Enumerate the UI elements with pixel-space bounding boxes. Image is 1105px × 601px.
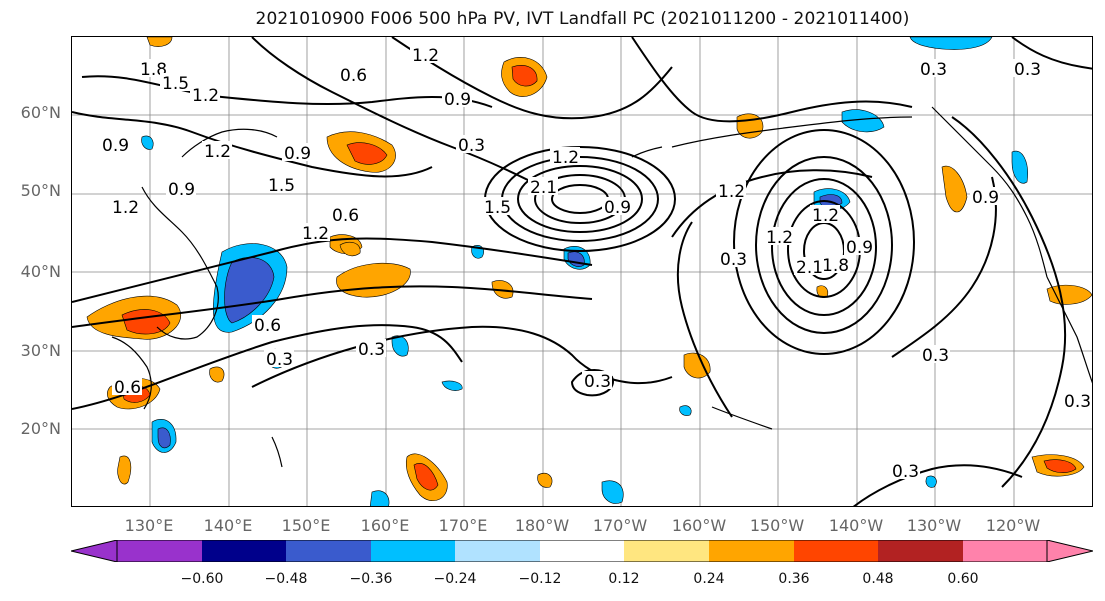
lon-label-130e: 130°E: [124, 516, 174, 535]
colorbar-max-arrow: [1046, 540, 1093, 562]
contour-label: 0.3: [1064, 392, 1091, 412]
contour-label: 1.5: [162, 74, 189, 94]
lon-label-150e: 150°E: [281, 516, 331, 535]
contour-label: 1.5: [484, 198, 511, 218]
contour-label: 0.9: [444, 90, 471, 110]
lon-label-170w: 170°W: [592, 516, 648, 535]
colorbar-tick: 0.48: [862, 571, 894, 587]
colorbar-tick: −0.24: [433, 571, 477, 587]
colorbar-tick: −0.60: [180, 571, 224, 587]
colorbar-segment: [540, 540, 624, 562]
colorbar-segment: [286, 540, 371, 562]
contour-label: 1.2: [412, 46, 439, 66]
colorbar-segment: [624, 540, 709, 562]
colorbar-min-arrow: [71, 540, 118, 562]
colorbar-frame: [116, 540, 1048, 562]
contour-label: 0.9: [102, 136, 129, 156]
lon-label-140w: 140°W: [828, 516, 884, 535]
contour-label: 0.6: [254, 316, 281, 336]
contour-label: 0.3: [458, 136, 485, 156]
contour-label: 2.1: [796, 258, 823, 278]
contour-label: 0.3: [1014, 60, 1041, 80]
colorbar-tick: −0.36: [349, 571, 393, 587]
contour-label: 1.2: [192, 86, 219, 106]
contour-label: 0.3: [358, 340, 385, 360]
contour-label: 0.6: [340, 66, 367, 86]
colorbar-segment: [117, 540, 202, 562]
lon-label-140e: 140°E: [203, 516, 253, 535]
lon-label-170e: 170°E: [438, 516, 488, 535]
contour-label: 0.3: [266, 350, 293, 370]
contour-labels: 1.2 0.6 0.9 1.8 1.5 1.2 0.9 0.3 0.9 1.2 …: [100, 45, 1092, 482]
colorbar-tick: −0.12: [518, 571, 562, 587]
colorbar-segment: [371, 540, 455, 562]
contour-label: 0.9: [604, 198, 631, 218]
contour-label: 1.2: [766, 228, 793, 248]
map-title: 2021010900 F006 500 hPa PV, IVT Landfall…: [255, 9, 910, 29]
colorbar-segment: [794, 540, 878, 562]
colorbar-tick: 0.12: [608, 571, 640, 587]
contour-label: 1.2: [302, 224, 329, 244]
contour-label: 1.2: [112, 198, 139, 218]
lon-label-120w: 120°W: [985, 516, 1041, 535]
contour-label: 0.9: [168, 180, 195, 200]
contour-label: 1.2: [812, 206, 839, 226]
contour-label: 0.9: [284, 144, 311, 164]
colorbar-tick: 0.36: [778, 571, 810, 587]
colorbar: [71, 540, 1093, 562]
contour-label: 0.6: [332, 206, 359, 226]
lat-label-60n: 60°N: [20, 103, 61, 122]
lon-label-160w: 160°W: [671, 516, 727, 535]
colorbar-segment: [709, 540, 794, 562]
lon-label-150w: 150°W: [749, 516, 805, 535]
map-canvas: 1.2 0.6 0.9 1.8 1.5 1.2 0.9 0.3 0.9 1.2 …: [72, 37, 1092, 506]
lat-label-40n: 40°N: [20, 262, 61, 281]
map-panel: 1.2 0.6 0.9 1.8 1.5 1.2 0.9 0.3 0.9 1.2 …: [71, 36, 1093, 507]
colorbar-tick: 0.60: [947, 571, 979, 587]
colorbar-tick: −0.48: [264, 571, 308, 587]
contour-label: 0.3: [920, 60, 947, 80]
colorbar-segment: [878, 540, 963, 562]
coastlines: [111, 106, 1092, 468]
contour-label: 1.2: [204, 142, 231, 162]
colorbar-tick: 0.24: [693, 571, 725, 587]
contour-label: 0.3: [922, 346, 949, 366]
contour-label: 0.6: [114, 378, 141, 398]
lat-label-20n: 20°N: [20, 419, 61, 438]
contour-label: 1.5: [268, 176, 295, 196]
contour-label: 0.9: [846, 238, 873, 258]
colorbar-segment: [455, 540, 540, 562]
contour-label: 0.3: [720, 250, 747, 270]
lon-label-160e: 160°E: [360, 516, 410, 535]
contour-label: 0.9: [972, 188, 999, 208]
contour-label: 2.1: [530, 178, 557, 198]
lon-label-130w: 130°W: [906, 516, 962, 535]
contour-label: 0.3: [584, 372, 611, 392]
contour-label: 1.2: [718, 182, 745, 202]
lat-label-30n: 30°N: [20, 341, 61, 360]
colorbar-segment: [963, 540, 1047, 562]
lon-label-180w: 180°W: [514, 516, 570, 535]
contour-label: 0.3: [892, 462, 919, 482]
lat-label-50n: 50°N: [20, 181, 61, 200]
contour-label: 1.8: [822, 256, 849, 276]
contour-label: 1.2: [552, 148, 579, 168]
colorbar-segment: [202, 540, 286, 562]
